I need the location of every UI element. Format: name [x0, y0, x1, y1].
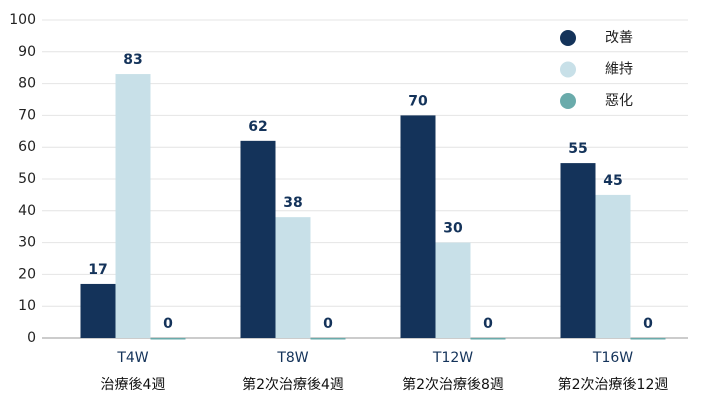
- value-label: 17: [88, 262, 107, 278]
- value-label: 38: [283, 195, 302, 211]
- x-tick-sublabel: 第2次治療後4週: [242, 376, 344, 393]
- y-tick-label: 70: [18, 107, 36, 123]
- bar: [80, 283, 116, 338]
- value-label: 55: [568, 141, 587, 157]
- bar: [310, 338, 346, 340]
- bar: [435, 242, 471, 338]
- bar: [560, 163, 596, 338]
- x-tick-sublabel: 治療後4週: [101, 376, 166, 393]
- value-label: 0: [163, 316, 173, 332]
- x-tick-sublabel: 第2次治療後8週: [402, 376, 504, 393]
- x-tick-sublabel: 第2次治療後12週: [558, 376, 669, 393]
- value-label: 0: [483, 316, 493, 332]
- value-label: 30: [443, 221, 463, 237]
- y-tick-label: 30: [18, 235, 36, 251]
- bar: [115, 74, 151, 338]
- bar: [470, 338, 506, 340]
- legend-marker: [560, 93, 576, 109]
- y-tick-label: 90: [18, 44, 36, 60]
- y-tick-label: 0: [27, 330, 36, 346]
- legend-label: 惡化: [605, 93, 633, 109]
- bar: [275, 217, 311, 338]
- bar: [630, 338, 666, 340]
- x-tick-label: T8W: [276, 350, 308, 366]
- value-label: 0: [643, 316, 653, 332]
- y-tick-label: 40: [18, 203, 36, 219]
- legend-label: 維持: [605, 62, 633, 78]
- bar: [240, 140, 276, 338]
- bar: [150, 338, 186, 340]
- value-label: 45: [603, 173, 622, 189]
- x-tick-label: T16W: [592, 350, 633, 366]
- value-label: 83: [123, 52, 142, 68]
- y-tick-label: 10: [18, 298, 36, 314]
- x-tick-label: T12W: [432, 350, 473, 366]
- legend-label: 改善: [605, 30, 633, 46]
- y-tick-label: 50: [18, 171, 36, 187]
- y-tick-label: 80: [18, 76, 36, 92]
- y-tick-label: 100: [9, 12, 36, 28]
- value-label: 70: [408, 93, 428, 109]
- legend-marker: [560, 30, 576, 46]
- x-tick-label: T4W: [116, 350, 148, 366]
- y-tick-label: 20: [18, 266, 36, 282]
- bar: [595, 194, 631, 338]
- bar: [400, 115, 436, 339]
- y-tick-label: 60: [18, 139, 36, 155]
- value-label: 62: [248, 119, 267, 135]
- value-label: 0: [323, 316, 333, 332]
- legend-marker: [560, 61, 576, 78]
